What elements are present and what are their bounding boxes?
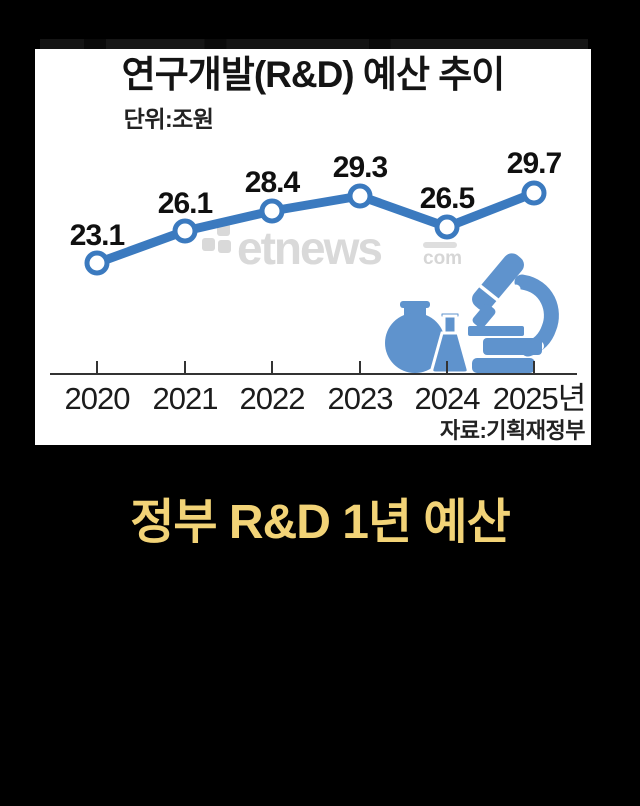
- chart-title: 연구개발(R&D) 예산 추이: [121, 54, 506, 95]
- year-label-2022: 2022: [240, 381, 305, 416]
- chart-card: 연구개발(R&D) 예산 추이 단위:조원 etnews com: [35, 49, 591, 445]
- value-label-2023: 29.3: [333, 151, 388, 184]
- data-point-2024: [434, 214, 460, 240]
- year-label-2021: 2021: [153, 381, 218, 416]
- lab-icons: [385, 253, 559, 375]
- data-points: [84, 180, 547, 276]
- year-label-2023: 2023: [328, 381, 393, 416]
- data-point-2022: [259, 198, 285, 224]
- x-axis: [50, 361, 577, 375]
- watermark-text: etnews: [237, 222, 381, 274]
- compression-artifact-strip: [40, 39, 588, 49]
- chart-header: 연구개발(R&D) 예산 추이 단위:조원: [121, 54, 506, 134]
- data-point-2021: [172, 218, 198, 244]
- value-label-2025: 29.7: [507, 147, 562, 180]
- value-label-2022: 28.4: [245, 166, 301, 199]
- data-point-2025: [521, 180, 547, 206]
- data-point-2023: [347, 183, 373, 209]
- etnews-watermark: etnews com: [202, 222, 462, 274]
- value-label-2021: 26.1: [158, 187, 213, 220]
- line-chart: etnews com: [50, 147, 587, 443]
- budget-line-series: [92, 188, 539, 268]
- year-label-2020: 2020: [65, 381, 131, 416]
- value-label-2020: 23.1: [70, 219, 125, 252]
- watermark-suffix: com: [423, 248, 462, 269]
- caption: 정부 R&D 1년 예산: [130, 496, 511, 549]
- watermark-tiny-text: [423, 242, 457, 248]
- year-labels: 2020 2021 2022 2023 2024 2025년: [65, 381, 587, 416]
- value-labels: 23.1 26.1 28.4 29.3 26.5 29.7: [70, 147, 563, 252]
- source-label: 자료:기획재정부: [440, 418, 585, 443]
- round-flask-icon: [385, 301, 445, 373]
- microscope-icon: [468, 253, 559, 373]
- data-point-2020: [84, 250, 110, 276]
- year-label-2025: 2025년: [493, 381, 585, 416]
- value-label-2024: 26.5: [420, 182, 475, 215]
- year-label-2024: 2024: [415, 381, 481, 416]
- unit-label: 단위:조원: [123, 105, 214, 132]
